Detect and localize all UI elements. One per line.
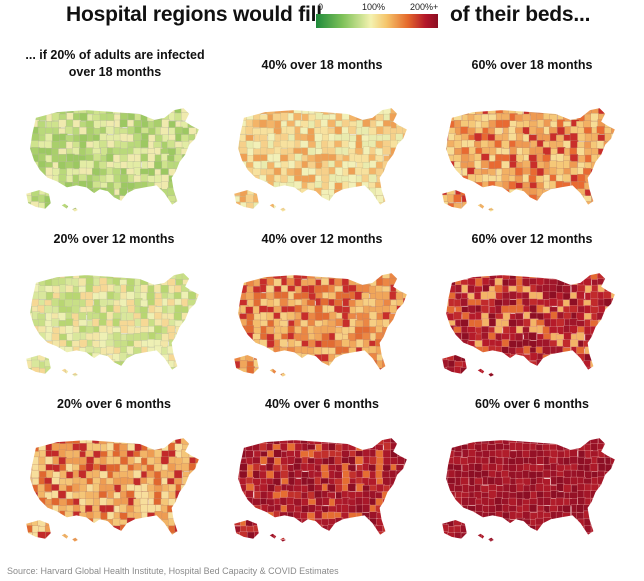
map-20pct-18mo bbox=[25, 107, 200, 213]
source-note: Source: Harvard Global Health Institute,… bbox=[7, 566, 339, 576]
map-60pct-6mo bbox=[441, 437, 616, 543]
panel-label-20-12: 20% over 12 months bbox=[53, 232, 175, 246]
panel-label-20-18-line2: over 18 months bbox=[68, 65, 162, 79]
color-scale-legend: 0 100% 200%+ bbox=[316, 2, 438, 32]
panel-label-20-6: 20% over 6 months bbox=[57, 397, 171, 411]
chart-title-left: Hospital regions would fill bbox=[66, 3, 322, 26]
map-40pct-18mo bbox=[233, 107, 408, 213]
panel-label-60-12: 60% over 12 months bbox=[471, 232, 593, 246]
map-60pct-12mo bbox=[441, 272, 616, 378]
legend-label-200-plus: 200%+ bbox=[410, 2, 439, 12]
panel-label-20-18: ... if 20% of adults are infected over 1… bbox=[10, 47, 220, 81]
panel-label-40-12: 40% over 12 months bbox=[261, 232, 383, 246]
legend-label-100: 100% bbox=[362, 2, 386, 12]
legend-label-0: 0 bbox=[318, 2, 324, 12]
panel-label-60-6: 60% over 6 months bbox=[475, 397, 589, 411]
chart-title-right: of their beds... bbox=[450, 3, 591, 26]
panel-label-40-18: 40% over 18 months bbox=[261, 58, 383, 72]
map-20pct-6mo bbox=[25, 437, 200, 543]
panel-label-20-18-line1: ... if 20% of adults are infected bbox=[25, 48, 205, 62]
panel-label-40-6: 40% over 6 months bbox=[265, 397, 379, 411]
panel-label-60-18: 60% over 18 months bbox=[471, 58, 593, 72]
legend-gradient-bar bbox=[316, 14, 438, 28]
map-20pct-12mo bbox=[25, 272, 200, 378]
map-40pct-12mo bbox=[233, 272, 408, 378]
map-40pct-6mo bbox=[233, 437, 408, 543]
map-60pct-18mo bbox=[441, 107, 616, 213]
